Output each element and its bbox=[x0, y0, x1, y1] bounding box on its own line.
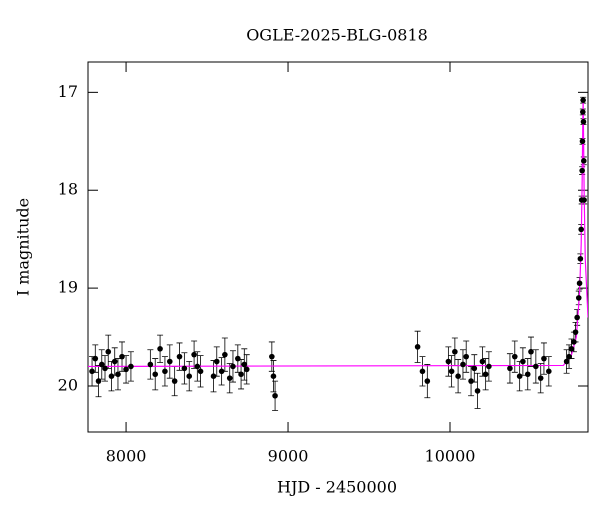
data-point bbox=[471, 365, 478, 372]
data-point bbox=[468, 378, 474, 384]
data-point bbox=[516, 373, 523, 380]
data-point bbox=[272, 392, 278, 399]
data-point bbox=[186, 373, 193, 380]
data-point bbox=[238, 371, 244, 378]
data-point bbox=[541, 355, 547, 362]
data-point bbox=[414, 344, 421, 350]
data-point bbox=[448, 368, 455, 375]
data-point bbox=[210, 373, 217, 380]
data-point bbox=[424, 378, 431, 384]
data-point bbox=[197, 368, 204, 375]
data-point bbox=[270, 373, 277, 380]
data-point bbox=[222, 351, 228, 358]
data-point bbox=[580, 158, 587, 164]
data-point bbox=[105, 348, 112, 355]
data-point bbox=[269, 353, 275, 360]
data-point bbox=[460, 361, 466, 368]
data-point bbox=[119, 353, 125, 360]
data-point bbox=[419, 368, 426, 375]
data-point bbox=[575, 295, 582, 301]
data-point bbox=[537, 375, 544, 381]
data-point bbox=[213, 358, 220, 365]
data-point bbox=[181, 365, 188, 372]
x-tick-label: 9000 bbox=[268, 447, 309, 466]
data-point bbox=[445, 358, 452, 365]
y-tick-label: 19 bbox=[58, 278, 78, 297]
data-point bbox=[230, 363, 236, 370]
data-point bbox=[533, 363, 539, 370]
data-point bbox=[98, 361, 105, 368]
data-point bbox=[147, 361, 154, 368]
data-point bbox=[524, 371, 531, 378]
y-axis-label: I magnitude bbox=[14, 198, 33, 296]
data-point bbox=[162, 368, 168, 375]
x-tick-label: 8000 bbox=[106, 447, 147, 466]
data-point bbox=[571, 339, 577, 345]
data-point bbox=[111, 358, 118, 365]
model-curve bbox=[88, 99, 588, 368]
data-point bbox=[546, 368, 552, 375]
data-point bbox=[474, 388, 481, 394]
data-point bbox=[102, 365, 108, 372]
data-point bbox=[566, 353, 572, 360]
x-axis-label: HJD - 2450000 bbox=[277, 478, 397, 497]
data-point bbox=[520, 358, 526, 365]
data-point bbox=[572, 329, 579, 335]
data-point bbox=[528, 348, 534, 355]
data-point bbox=[463, 353, 469, 360]
y-tick-label: 18 bbox=[58, 180, 78, 199]
data-point bbox=[176, 353, 183, 360]
data-point bbox=[455, 373, 461, 380]
y-tick-label: 17 bbox=[58, 82, 78, 101]
data-point bbox=[194, 363, 201, 370]
data-point bbox=[191, 351, 197, 358]
y-tick-label: 20 bbox=[58, 375, 78, 394]
chart-title: OGLE-2025-BLG-0818 bbox=[246, 26, 428, 45]
data-point bbox=[108, 373, 115, 380]
data-point bbox=[507, 365, 513, 372]
data-point bbox=[579, 138, 586, 145]
data-point bbox=[581, 197, 587, 203]
data-point bbox=[171, 378, 178, 384]
data-point bbox=[577, 255, 584, 262]
data-point bbox=[241, 361, 248, 368]
data-point bbox=[511, 353, 518, 360]
data-point bbox=[218, 368, 225, 375]
data-point bbox=[115, 371, 121, 378]
data-point bbox=[123, 366, 129, 373]
data-point bbox=[482, 371, 489, 378]
data-point bbox=[157, 345, 163, 352]
data-point bbox=[92, 355, 99, 362]
data-point bbox=[452, 348, 458, 355]
data-point bbox=[166, 358, 173, 365]
data-point bbox=[486, 363, 492, 370]
data-point bbox=[152, 371, 159, 378]
data-point bbox=[580, 109, 586, 115]
data-point bbox=[568, 345, 575, 352]
data-point bbox=[579, 167, 585, 174]
data-point bbox=[89, 368, 95, 375]
data-point bbox=[226, 375, 233, 381]
data-point bbox=[95, 378, 102, 384]
data-point bbox=[243, 366, 250, 373]
data-point bbox=[578, 226, 584, 233]
data-point bbox=[580, 97, 586, 103]
data-point bbox=[479, 358, 486, 365]
data-point bbox=[128, 363, 134, 370]
data-point bbox=[563, 358, 570, 365]
data-point bbox=[574, 314, 580, 321]
data-point bbox=[576, 280, 583, 287]
data-point bbox=[235, 355, 241, 362]
data-point bbox=[580, 118, 587, 125]
x-tick-label: 10000 bbox=[425, 447, 476, 466]
plot-frame bbox=[87, 61, 589, 433]
